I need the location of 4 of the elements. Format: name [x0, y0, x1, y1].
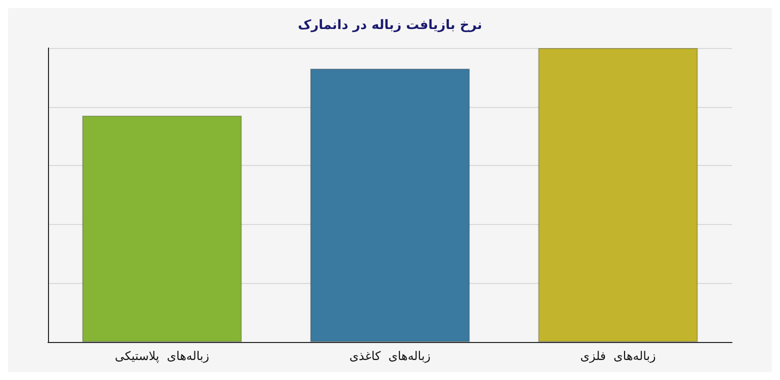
x-tick-label: زباله‌های کاغذی: [349, 349, 431, 363]
chart-title: نرخ بازیافت زباله در دانمارک: [298, 18, 482, 33]
x-tick-label: زباله‌های فلزی: [580, 349, 656, 363]
x-tick-label: زباله‌های پلاستیکی: [114, 349, 210, 363]
